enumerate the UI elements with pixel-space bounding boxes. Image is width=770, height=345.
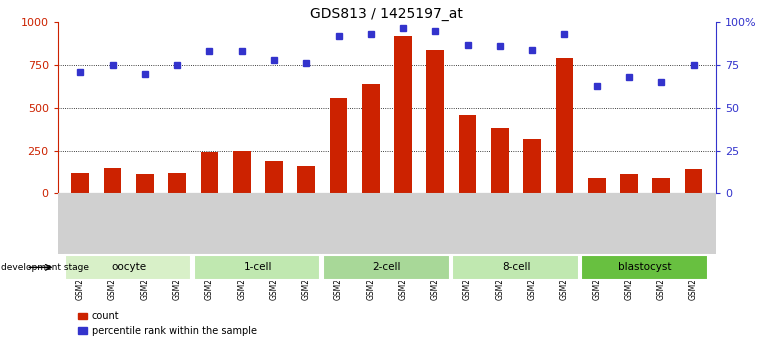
Bar	[685, 169, 702, 193]
Text: 2-cell: 2-cell	[373, 263, 401, 272]
Bar	[362, 84, 380, 193]
Title: GDS813 / 1425197_at: GDS813 / 1425197_at	[310, 7, 464, 21]
Bar	[459, 115, 477, 193]
Bar	[330, 98, 347, 193]
FancyBboxPatch shape	[323, 255, 450, 280]
Bar	[297, 166, 315, 193]
Bar	[620, 174, 638, 193]
Bar	[136, 175, 154, 193]
Bar	[265, 161, 283, 193]
Bar	[555, 58, 574, 193]
Bar	[652, 178, 670, 193]
FancyBboxPatch shape	[194, 255, 320, 280]
Legend: count, percentile rank within the sample: count, percentile rank within the sample	[74, 307, 260, 340]
Text: 8-cell: 8-cell	[502, 263, 531, 272]
FancyBboxPatch shape	[581, 255, 708, 280]
Bar	[491, 128, 509, 193]
Bar	[104, 168, 122, 193]
Bar	[524, 139, 541, 193]
FancyBboxPatch shape	[65, 255, 192, 280]
Bar	[588, 178, 605, 193]
FancyBboxPatch shape	[452, 255, 578, 280]
Bar	[394, 36, 412, 193]
Text: 1-cell: 1-cell	[243, 263, 272, 272]
Bar	[169, 173, 186, 193]
Bar	[200, 152, 219, 193]
Text: development stage: development stage	[1, 263, 89, 272]
Bar	[233, 151, 250, 193]
Text: blastocyst: blastocyst	[618, 263, 672, 272]
Text: oocyte: oocyte	[111, 263, 146, 272]
Bar	[72, 173, 89, 193]
Bar	[427, 50, 444, 193]
